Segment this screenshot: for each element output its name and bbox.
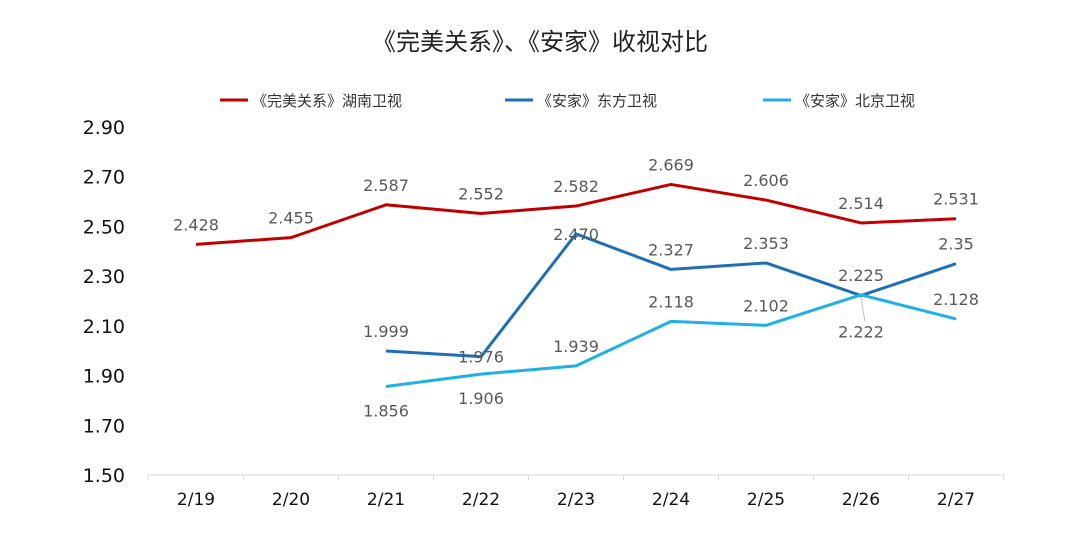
y-axis: 1.50 1.70 1.90 2.10 2.30 2.50 2.70 2.90 <box>83 117 125 487</box>
data-label: 2.327 <box>648 240 694 259</box>
series-group <box>195 182 957 388</box>
data-label: 2.582 <box>553 177 599 196</box>
y-tick-label: 1.90 <box>83 366 125 388</box>
data-label: 2.455 <box>268 209 314 228</box>
data-label: 2.225 <box>838 266 884 285</box>
y-tick-label: 1.70 <box>83 415 125 437</box>
legend-label: 《完美关系》湖南卫视 <box>252 92 402 110</box>
x-tick-label: 2/21 <box>367 490 405 510</box>
x-tick-label: 2/25 <box>747 490 785 510</box>
legend-label: 《安家》北京卫视 <box>795 92 915 110</box>
data-label: 1.976 <box>458 348 504 367</box>
x-tick-label: 2/24 <box>652 490 690 510</box>
data-label: 2.552 <box>458 185 504 204</box>
data-label: 2.118 <box>648 292 694 311</box>
y-tick-label: 2.70 <box>83 167 125 189</box>
leader-line <box>860 297 866 322</box>
chart-title: 《完美关系》、《安家》收视对比 <box>372 28 708 56</box>
data-label: 2.35 <box>938 235 974 254</box>
x-tick-label: 2/26 <box>842 490 880 510</box>
data-label: 1.906 <box>458 389 504 408</box>
data-label: 2.531 <box>933 190 979 209</box>
data-label: 2.353 <box>743 234 789 253</box>
x-tick-label: 2/23 <box>557 490 595 510</box>
data-labels: 2.428 2.455 2.587 2.552 2.582 2.669 2.606 2.514… <box>173 155 979 420</box>
y-tick-label: 2.90 <box>83 117 125 139</box>
data-label: 2.669 <box>648 155 694 174</box>
data-label: 2.428 <box>173 215 219 234</box>
y-tick-label: 1.50 <box>83 465 125 487</box>
legend: 《完美关系》湖南卫视 《安家》东方卫视 《安家》北京卫视 <box>220 92 915 110</box>
data-label: 2.470 <box>553 225 599 244</box>
data-label: 2.606 <box>743 171 789 190</box>
x-axis: 2/19 2/20 2/21 2/22 2/23 2/24 2/25 2/26 2/27 <box>147 475 1004 510</box>
data-label: 1.999 <box>363 322 409 341</box>
x-tick-label: 2/22 <box>462 490 500 510</box>
data-label: 2.102 <box>743 296 789 315</box>
x-tick-label: 2/19 <box>177 490 215 510</box>
y-tick-label: 2.10 <box>83 316 125 338</box>
y-tick-label: 2.30 <box>83 266 125 288</box>
data-label: 2.514 <box>838 194 884 213</box>
data-label: 1.856 <box>363 402 409 421</box>
data-label: 2.587 <box>363 176 409 195</box>
x-tick-label: 2/20 <box>272 490 310 510</box>
legend-label: 《安家》东方卫视 <box>537 92 657 110</box>
y-tick-label: 2.50 <box>83 216 125 238</box>
x-tick-label: 2/27 <box>937 490 975 510</box>
data-label: 2.128 <box>933 290 979 309</box>
data-label: 2.222 <box>838 323 884 342</box>
data-label: 1.939 <box>553 337 599 356</box>
